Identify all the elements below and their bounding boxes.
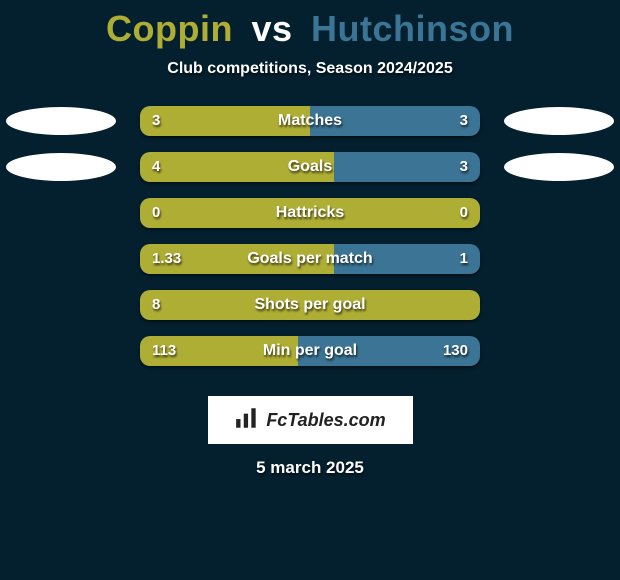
stat-value-right: 130 bbox=[443, 336, 468, 366]
player1-name: Coppin bbox=[106, 8, 233, 49]
stat-bar-left-fill bbox=[140, 106, 310, 136]
stat-row: Matches33 bbox=[0, 106, 620, 152]
subtitle: Club competitions, Season 2024/2025 bbox=[0, 60, 620, 78]
stat-bar-left-fill bbox=[140, 152, 334, 182]
stat-value-left: 1.33 bbox=[152, 244, 181, 274]
stats-container: Matches33Goals43Hattricks00Goals per mat… bbox=[0, 106, 620, 382]
badge-text: FcTables.com bbox=[266, 410, 385, 431]
stat-bar bbox=[140, 198, 480, 228]
vs-word: vs bbox=[251, 8, 292, 49]
stat-bar bbox=[140, 106, 480, 136]
stat-row: Goals43 bbox=[0, 152, 620, 198]
stat-value-right: 3 bbox=[460, 106, 468, 136]
player-marker-left bbox=[6, 107, 116, 135]
stat-value-left: 8 bbox=[152, 290, 160, 320]
stat-value-left: 0 bbox=[152, 198, 160, 228]
stat-value-right: 1 bbox=[460, 244, 468, 274]
stat-bar bbox=[140, 244, 480, 274]
bar-chart-icon bbox=[234, 405, 260, 436]
stat-bar bbox=[140, 152, 480, 182]
stat-row: Min per goal113130 bbox=[0, 336, 620, 382]
player-marker-left bbox=[6, 153, 116, 181]
stat-value-left: 3 bbox=[152, 106, 160, 136]
stat-row: Goals per match1.331 bbox=[0, 244, 620, 290]
player-marker-right bbox=[504, 107, 614, 135]
stat-value-left: 113 bbox=[152, 336, 176, 366]
stat-bar bbox=[140, 336, 480, 366]
page-title: Coppin vs Hutchinson bbox=[0, 0, 620, 50]
player2-name: Hutchinson bbox=[311, 8, 514, 49]
player-marker-right bbox=[504, 153, 614, 181]
date-text: 5 march 2025 bbox=[0, 458, 620, 478]
stat-row: Shots per goal8 bbox=[0, 290, 620, 336]
stat-value-left: 4 bbox=[152, 152, 160, 182]
stat-bar bbox=[140, 290, 480, 320]
stat-row: Hattricks00 bbox=[0, 198, 620, 244]
stat-value-right: 0 bbox=[460, 198, 468, 228]
stat-bar-left-fill bbox=[140, 290, 480, 320]
stat-value-right: 3 bbox=[460, 152, 468, 182]
source-badge: FcTables.com bbox=[208, 396, 413, 444]
stat-bar-left-fill bbox=[140, 198, 480, 228]
